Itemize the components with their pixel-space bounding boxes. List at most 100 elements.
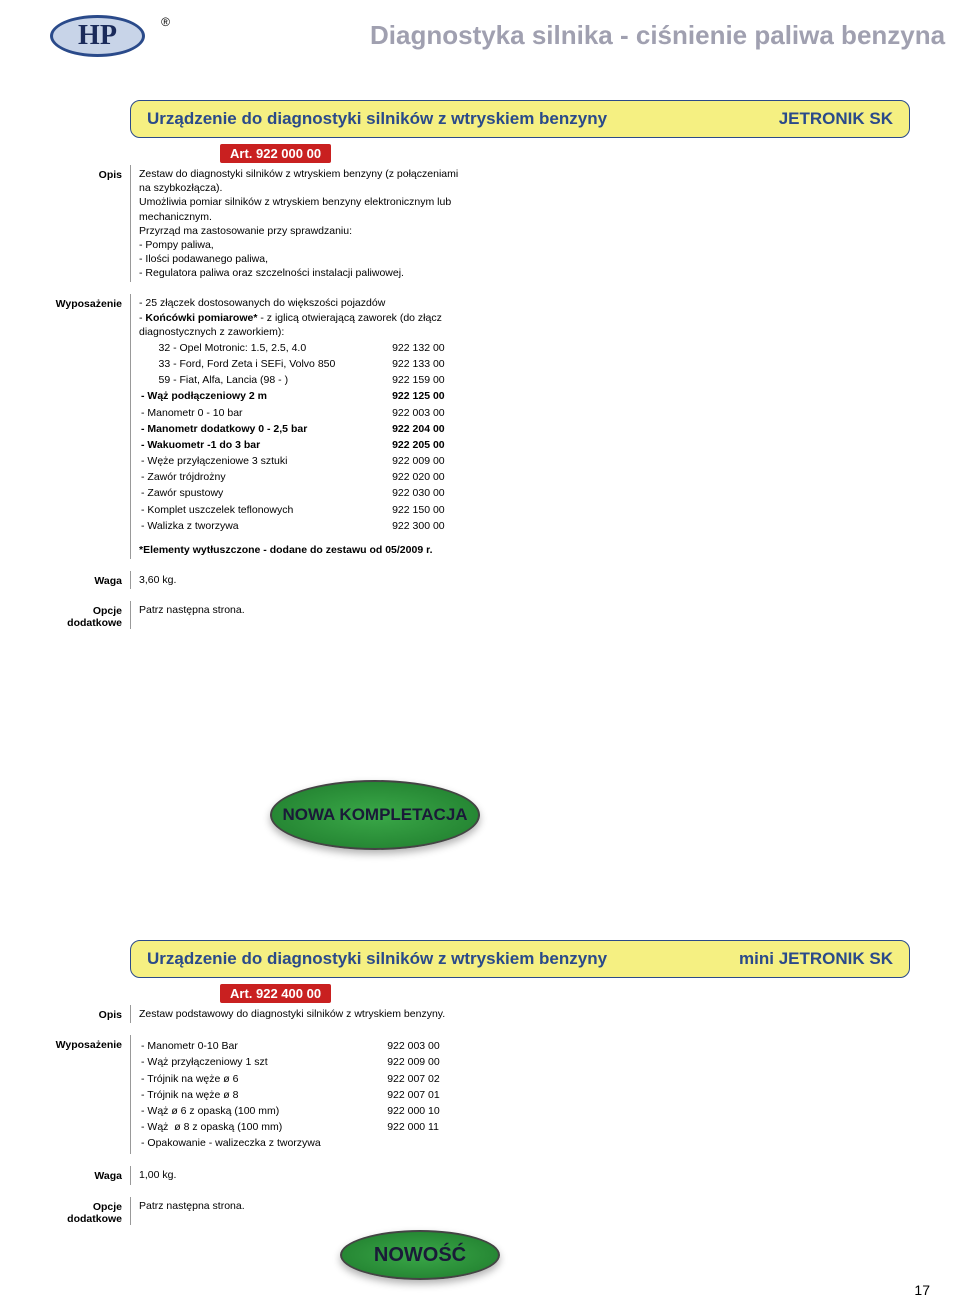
logo: HP ®: [50, 15, 170, 70]
product-code: mini JETRONIK SK: [739, 949, 893, 969]
row-wyposazenie: Wyposażenie - Manometr 0-10 Bar922 003 0…: [50, 1035, 910, 1154]
product-name: Urządzenie do diagnostyki silników z wtr…: [147, 109, 607, 129]
logo-text: HP: [78, 20, 117, 52]
table-row: 32 - Opel Motronic: 1.5, 2.5, 4.0922 132…: [141, 341, 458, 355]
badge-text: NOWOŚĆ: [374, 1244, 466, 1266]
opis-text: Zestaw do diagnostyki silników z wtryski…: [130, 165, 460, 282]
label-opcje: Opcje dodatkowe: [50, 601, 130, 629]
opis-l1: - Pompy paliwa,: [139, 238, 460, 252]
label-wyposazenie: Wyposażenie: [50, 1035, 130, 1154]
table-row: - Opakowanie - walizeczka z tworzywa: [141, 1136, 458, 1150]
opis-l2: - Ilości podawanego paliwa,: [139, 252, 460, 266]
wyp-intro1: - 25 złączek dostosowanych do większości…: [139, 296, 460, 310]
waga-text: 1,00 kg.: [130, 1166, 460, 1184]
row-opis: Opis Zestaw do diagnostyki silników z wt…: [50, 165, 910, 282]
item-name: - Trójnik na węże ø 8: [141, 1088, 367, 1102]
item-number: 922 009 00: [369, 1055, 458, 1069]
item-number: 922 204 00: [374, 422, 458, 436]
art-number-badge: Art. 922 000 00: [220, 144, 331, 163]
items-table: 32 - Opel Motronic: 1.5, 2.5, 4.0922 132…: [139, 339, 460, 535]
label-waga: Waga: [50, 571, 130, 589]
item-name: 32 - Opel Motronic: 1.5, 2.5, 4.0: [141, 341, 372, 355]
table-row: - Manometr dodatkowy 0 - 2,5 bar922 204 …: [141, 422, 458, 436]
wyposazenie-text: - Manometr 0-10 Bar922 003 00- Wąż przył…: [130, 1035, 460, 1154]
item-name: - Wakuometr -1 do 3 bar: [141, 438, 372, 452]
label-waga: Waga: [50, 1166, 130, 1184]
table-row: 59 - Fiat, Alfa, Lancia (98 - )922 159 0…: [141, 373, 458, 387]
label-opcje: Opcje dodatkowe: [50, 1197, 130, 1225]
row-wyposazenie: Wyposażenie - 25 złączek dostosowanych d…: [50, 294, 910, 559]
item-name: - Manometr 0 - 10 bar: [141, 406, 372, 420]
page-number: 17: [914, 1282, 930, 1298]
opis-p3: Przyrząd ma zastosowanie przy sprawdzani…: [139, 224, 460, 238]
opcje-text: Patrz następna strona.: [130, 1197, 460, 1225]
item-name: - Wąż przyłączeniowy 1 szt: [141, 1055, 367, 1069]
opis-p1: Zestaw do diagnostyki silników z wtryski…: [139, 167, 460, 195]
product-name: Urządzenie do diagnostyki silników z wtr…: [147, 949, 607, 969]
product-code: JETRONIK SK: [779, 109, 893, 129]
opis-text: Zestaw podstawowy do diagnostyki silnikó…: [130, 1005, 460, 1023]
item-number: 922 007 01: [369, 1088, 458, 1102]
item-name: - Opakowanie - walizeczka z tworzywa: [141, 1136, 367, 1150]
item-number: 922 003 00: [374, 406, 458, 420]
product-section-2: Urządzenie do diagnostyki silników z wtr…: [50, 940, 910, 1225]
table-row: - Wąż ø 8 z opaską (100 mm)922 000 11: [141, 1120, 458, 1134]
item-number: 922 300 00: [374, 519, 458, 533]
table-row: - Węże przyłączeniowe 3 sztuki922 009 00: [141, 454, 458, 468]
item-number: 922 000 11: [369, 1120, 458, 1134]
label-wyposazenie: Wyposażenie: [50, 294, 130, 559]
table-row: - Wąż przyłączeniowy 1 szt922 009 00: [141, 1055, 458, 1069]
table-row: - Trójnik na węże ø 6922 007 02: [141, 1072, 458, 1086]
opis-l3: - Regulatora paliwa oraz szczelności ins…: [139, 266, 460, 280]
opis-p2: Umożliwia pomiar silników z wtryskiem be…: [139, 195, 460, 223]
item-number: 922 125 00: [374, 389, 458, 403]
table-row: - Wąż ø 6 z opaską (100 mm)922 000 10: [141, 1104, 458, 1118]
table-row: - Manometr 0 - 10 bar922 003 00: [141, 406, 458, 420]
table-row: 33 - Ford, Ford Zeta i SEFi, Volvo 85092…: [141, 357, 458, 371]
label-opis: Opis: [50, 165, 130, 282]
badge-nowosc: NOWOŚĆ: [340, 1230, 500, 1280]
logo-oval: HP: [50, 15, 145, 57]
item-number: 922 007 02: [369, 1072, 458, 1086]
badge-text: NOWA KOMPLETACJA: [282, 806, 467, 825]
wyp-intro2: - Końcówki pomiarowe* - z iglicą otwiera…: [139, 311, 460, 339]
item-name: - Zawór trójdrożny: [141, 470, 372, 484]
item-name: - Walizka z tworzywa: [141, 519, 372, 533]
item-number: 922 030 00: [374, 486, 458, 500]
item-number: [369, 1136, 458, 1150]
table-row: - Wakuometr -1 do 3 bar922 205 00: [141, 438, 458, 452]
product-section-1: Urządzenie do diagnostyki silników z wtr…: [50, 100, 910, 629]
item-number: 922 159 00: [374, 373, 458, 387]
item-number: 922 205 00: [374, 438, 458, 452]
item-name: - Wąż podłączeniowy 2 m: [141, 389, 372, 403]
row-waga: Waga 1,00 kg.: [50, 1166, 910, 1184]
table-row: - Trójnik na węże ø 8922 007 01: [141, 1088, 458, 1102]
item-name: - Wąż ø 8 z opaską (100 mm): [141, 1120, 367, 1134]
product-header: Urządzenie do diagnostyki silników z wtr…: [130, 940, 910, 978]
page-title: Diagnostyka silnika - ciśnienie paliwa b…: [370, 20, 945, 51]
item-number: 922 009 00: [374, 454, 458, 468]
item-name: - Trójnik na węże ø 6: [141, 1072, 367, 1086]
table-row: - Walizka z tworzywa922 300 00: [141, 519, 458, 533]
table-row: - Wąż podłączeniowy 2 m922 125 00: [141, 389, 458, 403]
note: *Elementy wytłuszczone - dodane do zesta…: [139, 543, 460, 557]
item-name: - Węże przyłączeniowe 3 sztuki: [141, 454, 372, 468]
items-table: - Manometr 0-10 Bar922 003 00- Wąż przył…: [139, 1037, 460, 1152]
table-row: - Manometr 0-10 Bar922 003 00: [141, 1039, 458, 1053]
table-row: - Zawór trójdrożny922 020 00: [141, 470, 458, 484]
row-opcje: Opcje dodatkowe Patrz następna strona.: [50, 1197, 910, 1225]
item-name: - Manometr 0-10 Bar: [141, 1039, 367, 1053]
item-name: 59 - Fiat, Alfa, Lancia (98 - ): [141, 373, 372, 387]
item-number: 922 000 10: [369, 1104, 458, 1118]
waga-text: 3,60 kg.: [130, 571, 460, 589]
table-row: - Komplet uszczelek teflonowych922 150 0…: [141, 503, 458, 517]
item-number: 922 003 00: [369, 1039, 458, 1053]
item-name: - Zawór spustowy: [141, 486, 372, 500]
table-row: - Zawór spustowy922 030 00: [141, 486, 458, 500]
item-name: - Wąż ø 6 z opaską (100 mm): [141, 1104, 367, 1118]
product-header: Urządzenie do diagnostyki silników z wtr…: [130, 100, 910, 138]
item-number: 922 020 00: [374, 470, 458, 484]
label-opis: Opis: [50, 1005, 130, 1023]
item-number: 922 132 00: [374, 341, 458, 355]
item-number: 922 133 00: [374, 357, 458, 371]
